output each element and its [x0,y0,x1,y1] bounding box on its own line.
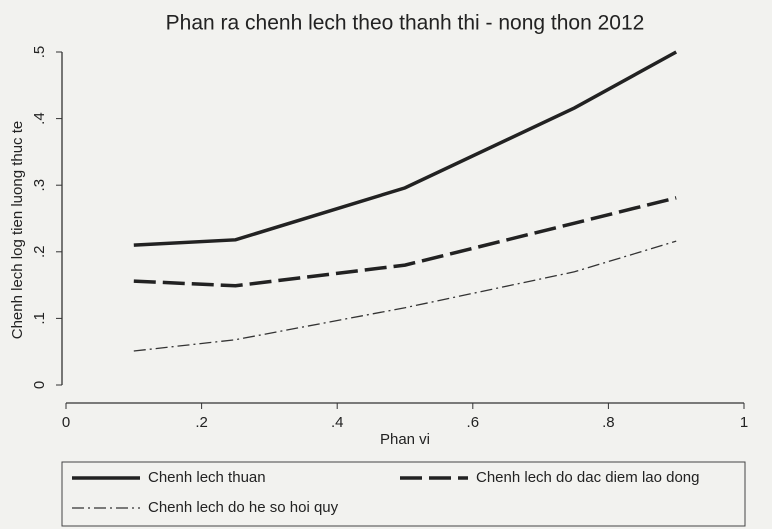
y-tick-label: .5 [31,46,48,59]
legend-box [61,461,746,527]
chart-title: Phan ra chenh lech theo thanh thi - nong… [166,12,645,35]
legend-label: Chenh lech do dac diem lao dong [476,469,700,486]
x-tick-label: 0 [62,414,70,431]
legend-label: Chenh lech thuan [148,469,266,486]
y-tick-label: .1 [31,312,48,325]
y-tick-label: 0 [31,381,48,389]
x-tick-label: .6 [467,414,480,431]
legend-label: Chenh lech do he so hoi quy [148,499,339,516]
series-line [133,196,677,288]
x-axis-label: Phan vi [380,431,430,448]
y-tick-label: .4 [31,112,48,125]
x-tick-label: 1 [740,414,748,431]
y-tick-label: .3 [31,179,48,192]
series-line [133,50,678,247]
x-tick-label: .4 [331,414,344,431]
x-tick-label: .8 [602,414,615,431]
y-axis-label: Chenh lech log tien luong thuc te [9,121,26,340]
series-line [133,240,677,352]
x-tick-label: .2 [195,414,208,431]
y-tick-label: .2 [31,246,48,259]
